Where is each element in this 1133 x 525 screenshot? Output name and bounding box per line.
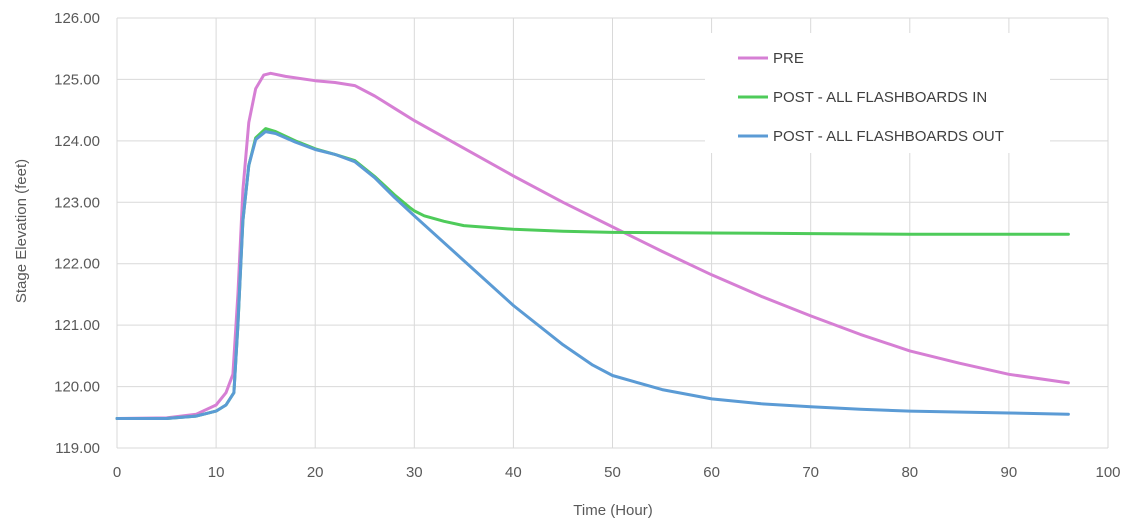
x-tick-label: 90 (1001, 464, 1018, 481)
x-tick-label: 20 (307, 464, 324, 481)
y-tick-label: 121.00 (54, 317, 100, 334)
legend-background (705, 33, 1050, 153)
y-axis-title: Stage Elevation (feet) (13, 159, 30, 303)
series-line-post-flashboards-in (115, 127, 1070, 420)
x-tick-label: 40 (505, 464, 522, 481)
y-tick-label: 123.00 (54, 194, 100, 211)
x-tick-label: 50 (604, 464, 621, 481)
legend-label-post-out: POST - ALL FLASHBOARDS OUT (773, 128, 1004, 145)
x-tick-label: 60 (703, 464, 720, 481)
y-tick-label: 126.00 (54, 10, 100, 27)
y-axis-ticks: 119.00 120.00 121.00 122.00 123.00 124.00 125.… (54, 10, 100, 457)
legend: PRE POST - ALL FLASHBOARDS IN POST - ALL… (738, 50, 1004, 145)
grid (116, 17, 1109, 449)
legend-label-post-in: POST - ALL FLASHBOARDS IN (773, 89, 987, 106)
x-tick-label: 100 (1095, 464, 1120, 481)
x-tick-label: 30 (406, 464, 423, 481)
y-tick-label: 119.00 (55, 440, 100, 457)
y-tick-label: 122.00 (54, 256, 100, 273)
x-tick-label: 70 (802, 464, 819, 481)
x-tick-label: 10 (208, 464, 225, 481)
series-line-pre (115, 71, 1070, 420)
x-tick-label: 0 (113, 464, 121, 481)
series-lines (115, 71, 1070, 420)
y-tick-label: 125.00 (54, 71, 100, 88)
y-tick-label: 120.00 (54, 379, 100, 396)
x-axis-ticks: 0 10 20 30 40 50 60 70 80 90 100 (113, 464, 1121, 481)
x-axis-title: Time (Hour) (573, 502, 652, 519)
legend-label-pre: PRE (773, 50, 804, 67)
series-line-post-flashboards-out (115, 130, 1070, 420)
y-tick-label: 124.00 (54, 133, 100, 150)
x-tick-label: 80 (901, 464, 918, 481)
